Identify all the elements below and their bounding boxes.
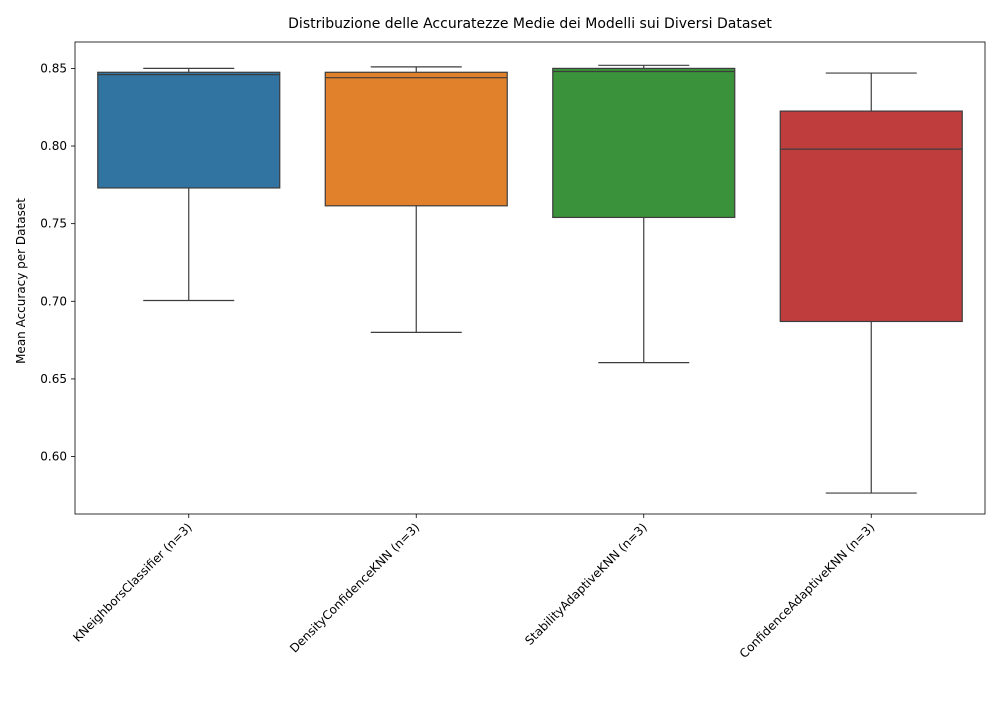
y-tick-label: 0.60: [40, 450, 67, 464]
plot-area: 0.60 0.65 0.70 0.75 0.80 0.85 KNeighborsClassi…: [40, 41, 986, 661]
box-iqr: [552, 67, 736, 219]
y-tick-label: 0.70: [40, 294, 67, 308]
y-tick-label: 0.65: [40, 372, 67, 386]
y-tick-label: 0.85: [40, 61, 67, 75]
y-tick-label: 0.75: [40, 217, 67, 231]
y-tick-label: 0.80: [40, 139, 67, 153]
box-iqr: [97, 71, 281, 189]
x-tick-label: KNeighborsClassifier (n=3): [70, 520, 195, 645]
chart-title: Distribuzione delle Accuratezze Medie de…: [288, 16, 772, 32]
x-tick-label: ConfidenceAdaptiveKNN (n=3): [737, 520, 878, 661]
x-tick-label: DensityConfidenceKNN (n=3): [287, 520, 422, 655]
box-iqr: [779, 110, 963, 323]
axes-frame: [74, 41, 986, 515]
box-iqr: [324, 71, 508, 207]
x-tick-label: StabilityAdaptiveKNN (n=3): [522, 520, 650, 648]
y-axis-label: Mean Accuracy per Dataset: [14, 198, 28, 364]
